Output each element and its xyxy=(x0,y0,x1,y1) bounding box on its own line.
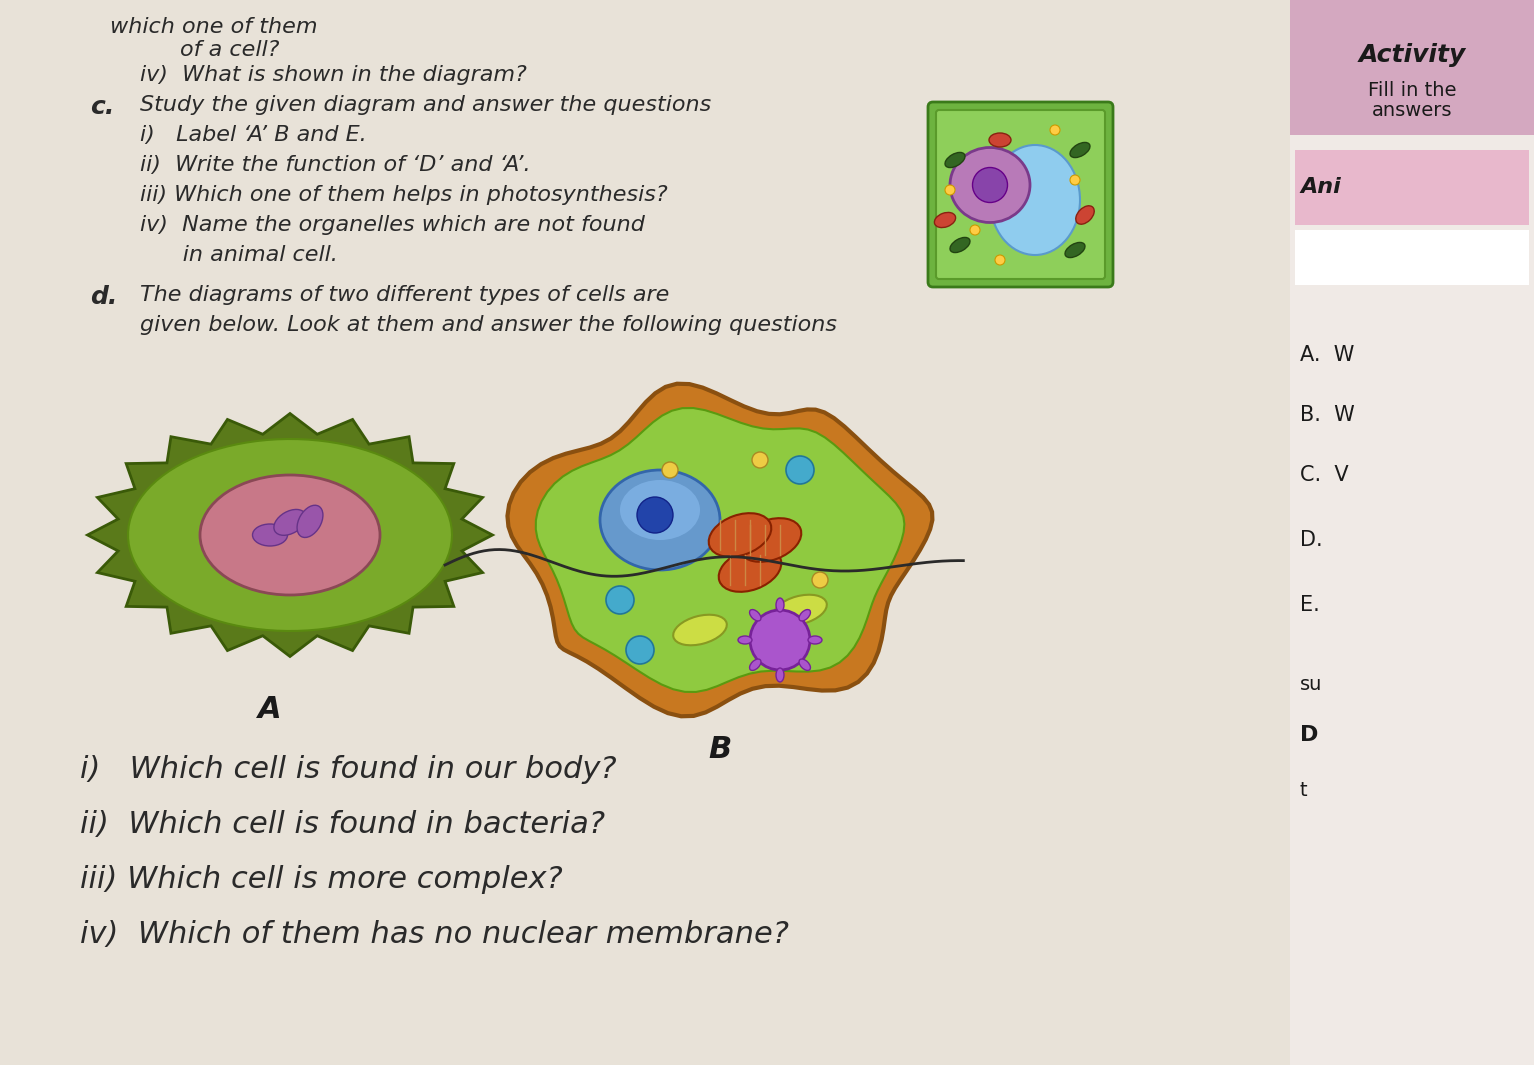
Circle shape xyxy=(626,636,653,663)
Ellipse shape xyxy=(620,480,700,540)
Ellipse shape xyxy=(673,615,727,645)
Circle shape xyxy=(1049,125,1060,135)
Circle shape xyxy=(606,586,634,615)
Circle shape xyxy=(969,225,980,235)
Text: iii) Which one of them helps in photosynthesis?: iii) Which one of them helps in photosyn… xyxy=(140,185,667,204)
Ellipse shape xyxy=(945,152,965,167)
Ellipse shape xyxy=(253,524,287,546)
Text: c.: c. xyxy=(91,95,115,119)
Text: Ani: Ani xyxy=(1299,177,1341,197)
Text: Study the given diagram and answer the questions: Study the given diagram and answer the q… xyxy=(140,95,712,115)
Ellipse shape xyxy=(738,636,752,644)
FancyBboxPatch shape xyxy=(1295,150,1529,225)
Text: iv)  Which of them has no nuclear membrane?: iv) Which of them has no nuclear membran… xyxy=(80,920,788,949)
Ellipse shape xyxy=(298,505,324,538)
Text: D: D xyxy=(1299,725,1318,746)
Polygon shape xyxy=(535,408,905,692)
Ellipse shape xyxy=(1065,243,1085,258)
Ellipse shape xyxy=(199,475,380,595)
Text: i)   Label ‘A’ B and E.: i) Label ‘A’ B and E. xyxy=(140,125,367,145)
Text: ii)  Which cell is found in bacteria?: ii) Which cell is found in bacteria? xyxy=(80,810,604,839)
Circle shape xyxy=(945,185,956,195)
Polygon shape xyxy=(127,439,453,630)
Ellipse shape xyxy=(950,147,1029,223)
Text: iii) Which cell is more complex?: iii) Which cell is more complex? xyxy=(80,865,563,894)
Ellipse shape xyxy=(275,509,307,536)
Ellipse shape xyxy=(739,519,801,562)
Circle shape xyxy=(637,497,673,532)
Circle shape xyxy=(785,456,815,484)
Polygon shape xyxy=(508,383,933,717)
Text: B.  W: B. W xyxy=(1299,405,1355,425)
Circle shape xyxy=(750,610,810,670)
Ellipse shape xyxy=(600,470,719,570)
Ellipse shape xyxy=(799,609,810,621)
Ellipse shape xyxy=(989,145,1080,255)
Ellipse shape xyxy=(719,548,781,592)
Text: of a cell?: of a cell? xyxy=(179,40,279,60)
Circle shape xyxy=(996,255,1005,265)
Circle shape xyxy=(1071,175,1080,185)
Ellipse shape xyxy=(989,133,1011,147)
FancyBboxPatch shape xyxy=(1290,0,1534,1065)
Ellipse shape xyxy=(773,594,827,625)
Ellipse shape xyxy=(934,212,956,228)
Text: E.: E. xyxy=(1299,595,1333,615)
FancyBboxPatch shape xyxy=(928,102,1114,286)
Circle shape xyxy=(811,572,828,588)
Circle shape xyxy=(663,462,678,478)
FancyBboxPatch shape xyxy=(1290,0,1534,135)
Text: t: t xyxy=(1299,781,1307,800)
Ellipse shape xyxy=(808,636,822,644)
Text: su: su xyxy=(1299,675,1322,694)
Text: Fill in the: Fill in the xyxy=(1368,81,1456,99)
Ellipse shape xyxy=(950,237,969,252)
Ellipse shape xyxy=(1071,143,1091,158)
Text: iv)  Name the organelles which are not found: iv) Name the organelles which are not fo… xyxy=(140,215,644,235)
Text: answers: answers xyxy=(1371,100,1453,119)
Ellipse shape xyxy=(709,513,772,557)
Ellipse shape xyxy=(750,609,761,621)
Text: A.  W: A. W xyxy=(1299,345,1355,365)
Ellipse shape xyxy=(776,668,784,682)
FancyBboxPatch shape xyxy=(1295,230,1529,285)
FancyBboxPatch shape xyxy=(936,110,1104,279)
Text: A: A xyxy=(258,695,282,724)
Text: ii)  Write the function of ‘D’ and ‘A’.: ii) Write the function of ‘D’ and ‘A’. xyxy=(140,155,531,175)
Circle shape xyxy=(752,452,769,468)
Ellipse shape xyxy=(776,599,784,612)
Ellipse shape xyxy=(1075,206,1094,225)
Ellipse shape xyxy=(973,167,1008,202)
Ellipse shape xyxy=(799,659,810,671)
Text: The diagrams of two different types of cells are: The diagrams of two different types of c… xyxy=(140,285,669,305)
Text: iv)  What is shown in the diagram?: iv) What is shown in the diagram? xyxy=(140,65,526,85)
Text: C.  V: C. V xyxy=(1299,465,1348,485)
Text: Activity: Activity xyxy=(1359,43,1465,67)
Text: B: B xyxy=(709,736,732,765)
Text: i)   Which cell is found in our body?: i) Which cell is found in our body? xyxy=(80,755,617,784)
Ellipse shape xyxy=(750,659,761,671)
Text: in animal cell.: in animal cell. xyxy=(140,245,337,265)
Text: given below. Look at them and answer the following questions: given below. Look at them and answer the… xyxy=(140,315,838,335)
Text: which one of them: which one of them xyxy=(110,17,318,37)
Polygon shape xyxy=(87,413,492,656)
Text: d.: d. xyxy=(91,285,118,309)
Text: D.: D. xyxy=(1299,530,1336,550)
